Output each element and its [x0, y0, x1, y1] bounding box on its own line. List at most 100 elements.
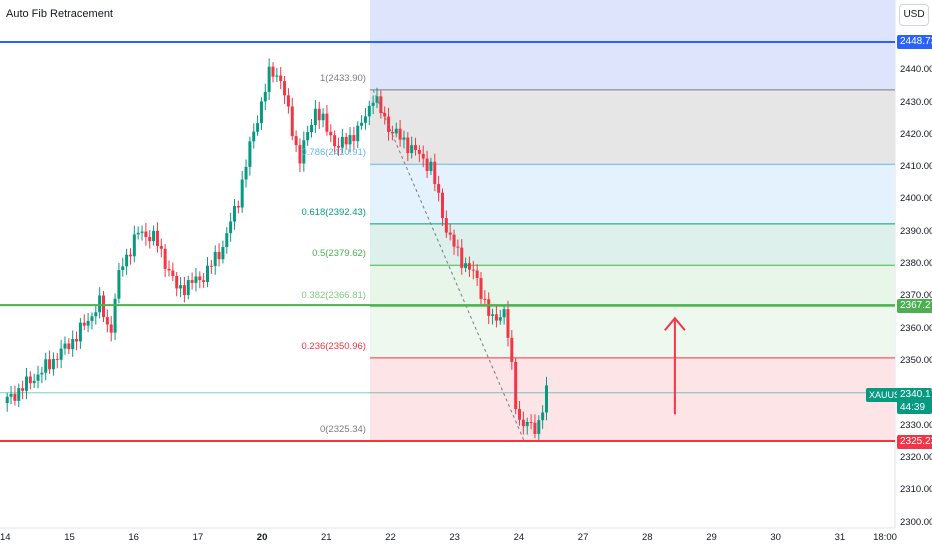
candle-body: [24, 376, 28, 391]
candle-body: [321, 113, 325, 121]
candle-body: [498, 317, 502, 321]
candle-body: [444, 218, 448, 233]
candle-body: [371, 102, 375, 106]
candle-body: [394, 128, 398, 134]
candle-body: [78, 322, 82, 342]
candle-body: [533, 422, 537, 434]
candle-body: [198, 276, 202, 281]
candle-body: [541, 412, 545, 421]
y-tick-label: 2350.00: [900, 354, 932, 366]
candle-body: [510, 337, 514, 362]
candle-body: [163, 248, 167, 269]
candle-body: [125, 254, 129, 267]
fib-label-0.786: 0.786(2410.91): [301, 147, 366, 159]
candle-body: [398, 128, 402, 140]
candle-body: [537, 420, 541, 434]
candle-body: [383, 113, 387, 117]
candle-body: [248, 141, 252, 167]
candle-body: [460, 247, 464, 268]
y-tick-label: 2380.00: [900, 258, 932, 270]
candle-body: [302, 140, 306, 164]
candle-body: [514, 361, 518, 410]
candle-body: [271, 66, 275, 77]
candle-body: [456, 246, 460, 248]
candle-body: [121, 266, 125, 271]
x-tick-label: 14: [0, 532, 11, 543]
candle-body: [186, 280, 190, 296]
candle-body: [429, 161, 433, 171]
candle-body: [317, 108, 321, 121]
candle-body: [152, 230, 156, 242]
candle-body: [209, 265, 213, 267]
candle-body: [9, 393, 13, 397]
candle-body: [286, 95, 290, 107]
candle-body: [344, 136, 348, 145]
candle-body: [483, 298, 487, 300]
candle-body: [32, 380, 36, 384]
high-price-tag: 2448.73: [897, 35, 932, 49]
candle-body: [128, 254, 132, 257]
candle-body: [175, 276, 179, 289]
y-tick-label: 2400.00: [900, 193, 932, 205]
candle-body: [90, 316, 94, 321]
candle-body: [329, 131, 333, 136]
candle-body: [452, 234, 456, 247]
candle-body: [275, 75, 279, 77]
fib-label-1: 1(2433.90): [319, 72, 366, 84]
candle-body: [491, 314, 495, 316]
candle-body: [494, 314, 498, 321]
fib-trend-line: [372, 89, 525, 441]
annotation-arrow-head: [664, 316, 686, 331]
candle-body: [406, 137, 410, 154]
candle-body: [521, 419, 525, 427]
y-tick-label: 2300.00: [900, 516, 932, 528]
candle-body: [306, 132, 310, 141]
x-tick-label: 31: [834, 532, 846, 543]
candle-body: [105, 317, 109, 325]
x-tick-label: 22: [385, 532, 396, 543]
candle-body: [136, 232, 140, 235]
x-tick-label: 21: [321, 532, 332, 543]
x-tick-label: 18:00: [873, 532, 897, 543]
candle-body: [71, 338, 75, 350]
y-tick-label: 2430.00: [900, 96, 932, 108]
candle-body: [236, 206, 240, 208]
candle-body: [182, 285, 186, 296]
candle-body: [98, 295, 102, 313]
currency-button[interactable]: USD: [899, 4, 929, 26]
candle-body: [202, 280, 206, 282]
fib-label-0.382: 0.382(2366.81): [301, 289, 366, 301]
candle-body: [86, 320, 90, 326]
last-price: 2340.17: [900, 389, 932, 400]
candle-body: [17, 388, 21, 401]
candle-body: [148, 236, 152, 242]
candle-body: [471, 269, 475, 271]
x-tick-label: 16: [128, 532, 139, 543]
candle-body: [410, 145, 414, 154]
candle-body: [67, 343, 71, 350]
candle-body: [206, 265, 210, 282]
fib-zone-0.5: [369, 265, 895, 307]
y-tick-label: 2420.00: [900, 128, 932, 140]
x-tick-label: 24: [513, 532, 525, 543]
candle-body: [217, 251, 221, 260]
candle-body: [437, 184, 441, 193]
candle-body: [244, 166, 248, 180]
candle-body: [263, 91, 267, 102]
x-tick-label: 29: [706, 532, 717, 543]
y-tick-label: 2410.00: [900, 161, 932, 173]
candle-body: [179, 285, 183, 289]
candle-body: [117, 270, 121, 299]
mid-price-tag: 2367.27: [897, 299, 932, 313]
indicator-title: Auto Fib Retracement: [6, 8, 113, 20]
y-tick-label: 2390.00: [900, 225, 932, 237]
candle-body: [109, 324, 113, 333]
fib-upper-zone: [369, 0, 895, 90]
candle-body: [252, 131, 256, 142]
candle-body: [82, 322, 86, 326]
x-tick-label: 27: [577, 532, 589, 543]
y-tick-label: 2310.00: [900, 484, 932, 496]
candle-body: [102, 295, 106, 318]
fib-zone-1: [369, 89, 895, 165]
